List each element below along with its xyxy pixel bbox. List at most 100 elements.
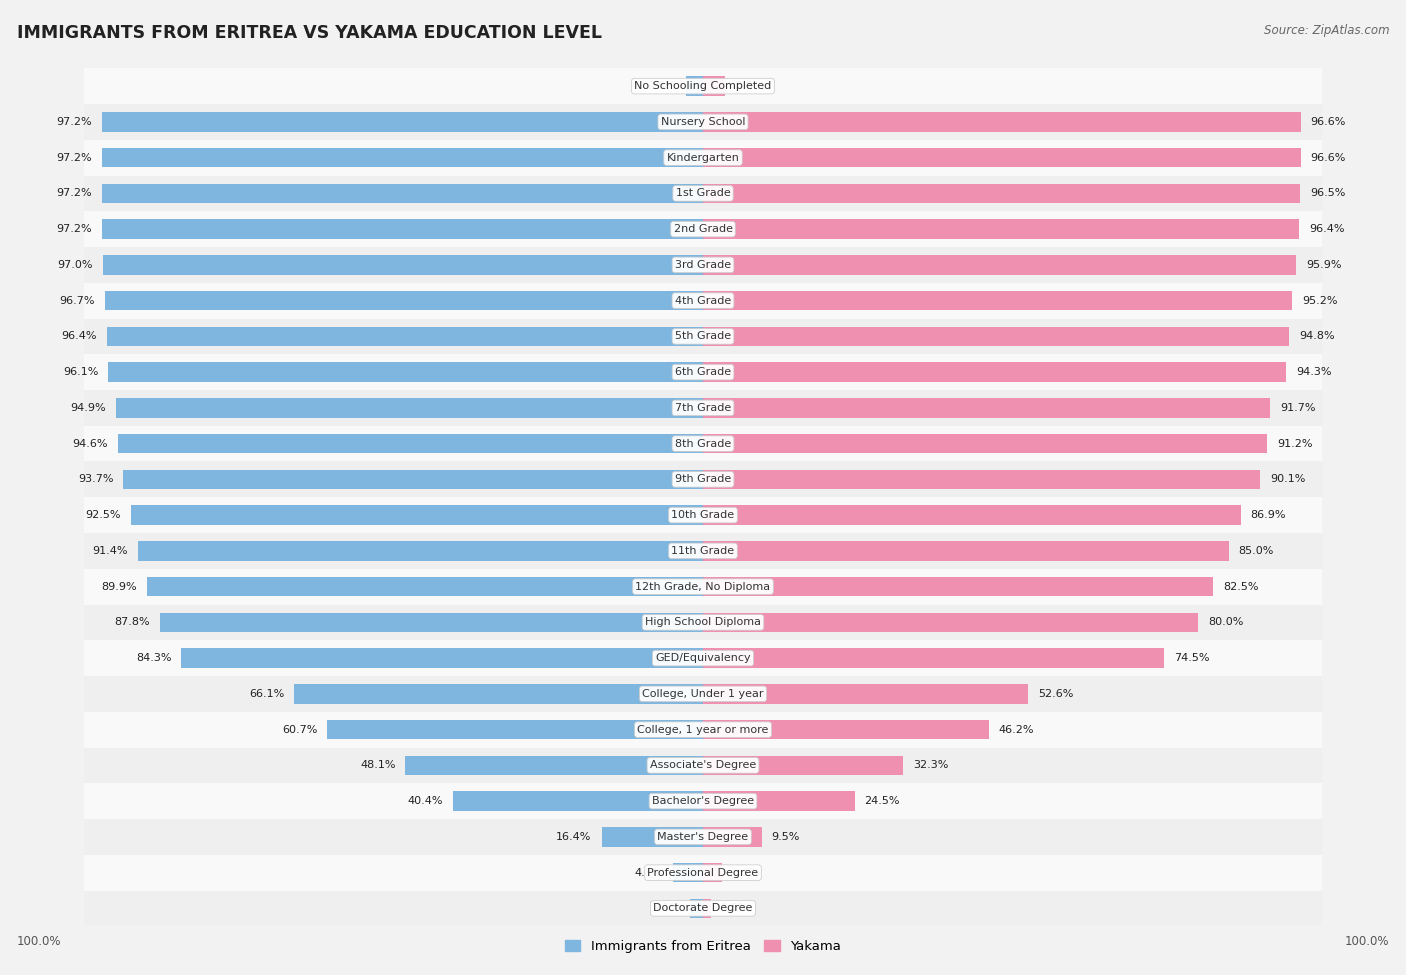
Bar	[294, 684, 703, 704]
Text: 95.2%: 95.2%	[1302, 295, 1337, 305]
Text: 91.4%: 91.4%	[93, 546, 128, 556]
Text: Source: ZipAtlas.com: Source: ZipAtlas.com	[1264, 24, 1389, 37]
Bar	[101, 148, 703, 168]
Text: 94.9%: 94.9%	[70, 403, 105, 412]
Bar	[84, 104, 1322, 139]
Text: 1st Grade: 1st Grade	[676, 188, 730, 198]
Bar	[84, 319, 1322, 354]
Bar	[131, 505, 703, 525]
Bar	[328, 720, 703, 739]
Bar	[703, 756, 903, 775]
Bar	[84, 176, 1322, 212]
Bar	[703, 720, 988, 739]
Text: 52.6%: 52.6%	[1038, 689, 1074, 699]
Text: 84.3%: 84.3%	[136, 653, 172, 663]
Text: 97.2%: 97.2%	[56, 153, 91, 163]
Bar	[84, 354, 1322, 390]
Bar	[84, 783, 1322, 819]
Text: 100.0%: 100.0%	[17, 935, 62, 948]
Bar	[703, 255, 1296, 275]
Text: 48.1%: 48.1%	[360, 760, 395, 770]
Text: 96.6%: 96.6%	[1310, 117, 1346, 127]
Text: 97.2%: 97.2%	[56, 117, 91, 127]
Text: 2.8%: 2.8%	[647, 81, 676, 91]
Text: 10th Grade: 10th Grade	[672, 510, 734, 520]
Bar	[703, 76, 725, 96]
Bar	[84, 497, 1322, 533]
Bar	[101, 112, 703, 132]
Text: 96.6%: 96.6%	[1310, 153, 1346, 163]
Text: Bachelor's Degree: Bachelor's Degree	[652, 797, 754, 806]
Bar	[84, 641, 1322, 676]
Bar	[703, 505, 1240, 525]
Text: 91.2%: 91.2%	[1277, 439, 1313, 448]
Bar	[703, 434, 1267, 453]
Bar	[703, 792, 855, 811]
Bar	[84, 533, 1322, 568]
Bar	[84, 890, 1322, 926]
Bar	[405, 756, 703, 775]
Bar	[160, 612, 703, 632]
Text: 96.1%: 96.1%	[63, 368, 98, 377]
Text: 94.8%: 94.8%	[1299, 332, 1334, 341]
Bar	[703, 183, 1301, 203]
Bar	[673, 863, 703, 882]
Bar	[84, 712, 1322, 748]
Text: 60.7%: 60.7%	[283, 724, 318, 734]
Text: 96.4%: 96.4%	[1309, 224, 1344, 234]
Text: 1.3%: 1.3%	[721, 904, 749, 914]
Text: 91.7%: 91.7%	[1281, 403, 1316, 412]
Text: 4.8%: 4.8%	[636, 868, 664, 878]
Bar	[84, 748, 1322, 783]
Text: 85.0%: 85.0%	[1239, 546, 1274, 556]
Text: Professional Degree: Professional Degree	[647, 868, 759, 878]
Bar	[103, 255, 703, 275]
Bar	[703, 327, 1289, 346]
Text: 97.2%: 97.2%	[56, 224, 91, 234]
Text: IMMIGRANTS FROM ERITREA VS YAKAMA EDUCATION LEVEL: IMMIGRANTS FROM ERITREA VS YAKAMA EDUCAT…	[17, 24, 602, 42]
Bar	[84, 461, 1322, 497]
Text: 90.1%: 90.1%	[1270, 475, 1306, 485]
Bar	[703, 899, 711, 918]
Legend: Immigrants from Eritrea, Yakama: Immigrants from Eritrea, Yakama	[560, 935, 846, 958]
Bar	[703, 470, 1260, 489]
Text: College, 1 year or more: College, 1 year or more	[637, 724, 769, 734]
Text: 74.5%: 74.5%	[1174, 653, 1209, 663]
Bar	[84, 212, 1322, 247]
Bar	[84, 283, 1322, 319]
Bar	[703, 219, 1299, 239]
Text: High School Diploma: High School Diploma	[645, 617, 761, 627]
Bar	[105, 291, 703, 310]
Bar	[703, 684, 1028, 704]
Text: 11th Grade: 11th Grade	[672, 546, 734, 556]
Bar	[703, 648, 1164, 668]
Bar	[84, 604, 1322, 641]
Text: Associate's Degree: Associate's Degree	[650, 760, 756, 770]
Text: 3.1%: 3.1%	[733, 868, 761, 878]
Bar	[690, 899, 703, 918]
Bar	[703, 112, 1301, 132]
Text: 87.8%: 87.8%	[114, 617, 150, 627]
Bar	[703, 612, 1198, 632]
Text: 12th Grade, No Diploma: 12th Grade, No Diploma	[636, 582, 770, 592]
Bar	[84, 390, 1322, 426]
Text: 3rd Grade: 3rd Grade	[675, 260, 731, 270]
Text: No Schooling Completed: No Schooling Completed	[634, 81, 772, 91]
Text: 3.6%: 3.6%	[735, 81, 763, 91]
Text: 94.6%: 94.6%	[72, 439, 108, 448]
Text: 6th Grade: 6th Grade	[675, 368, 731, 377]
Text: 66.1%: 66.1%	[249, 689, 284, 699]
Bar	[602, 827, 703, 846]
Bar	[146, 577, 703, 597]
Text: 5th Grade: 5th Grade	[675, 332, 731, 341]
Text: 96.7%: 96.7%	[59, 295, 94, 305]
Text: 96.5%: 96.5%	[1310, 188, 1346, 198]
Text: GED/Equivalency: GED/Equivalency	[655, 653, 751, 663]
Bar	[84, 68, 1322, 104]
Text: 7th Grade: 7th Grade	[675, 403, 731, 412]
Bar	[703, 363, 1286, 382]
Bar	[124, 470, 703, 489]
Text: Doctorate Degree: Doctorate Degree	[654, 904, 752, 914]
Text: 82.5%: 82.5%	[1223, 582, 1258, 592]
Text: 16.4%: 16.4%	[557, 832, 592, 841]
